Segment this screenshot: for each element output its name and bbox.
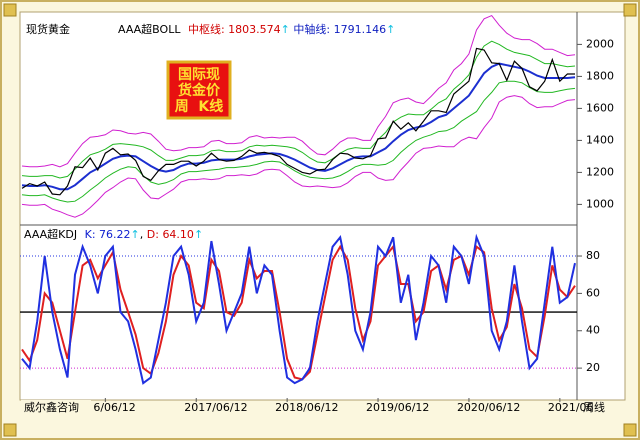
y-tick-label: 40 (586, 324, 600, 337)
badge-line: 周 K线 (175, 98, 224, 115)
x-tick-label: 6/06/12 (93, 401, 135, 414)
y-tick-label: 20 (586, 361, 600, 374)
instrument-label: 现货黄金 (26, 22, 70, 36)
x-tick-label: 2018/06/12 (275, 401, 338, 414)
y-tick-label: 80 (586, 249, 600, 262)
indicator-header: AAA超BOLL 中枢线: 1803.574↑ 中轴线: 1791.146↑ (118, 22, 395, 36)
series-line (21, 47, 575, 196)
indicator: 中枢线: 1803.574 (188, 22, 281, 36)
x-tick-label: 2021/06 (548, 401, 594, 414)
panel-title: AAA超KDJ (24, 227, 77, 241)
series-line (21, 14, 576, 168)
indicator-arrow: ↑ (386, 23, 395, 36)
plot-frame (19, 11, 626, 401)
series-line (21, 80, 576, 203)
indicator: K: 76.22 (85, 228, 131, 241)
x-tick-label: 2019/06/12 (366, 401, 429, 414)
y-tick-label: 1400 (586, 133, 614, 146)
footer-source: 威尔鑫咨询 (24, 400, 79, 414)
x-tick-label: 2020/06/12 (457, 401, 520, 414)
footer-period: 周线 (583, 400, 605, 414)
y-tick-label: 2000 (586, 37, 614, 50)
series-line (21, 40, 576, 179)
panel-title: AAA超BOLL (118, 22, 181, 36)
indicator: 中轴线: 1791.146 (293, 22, 386, 36)
badge-line: 国际现 (178, 67, 220, 83)
indicator: D: 64.10 (147, 228, 194, 241)
y-tick-label: 60 (586, 286, 600, 299)
x-tick-label: 2017/06/12 (184, 401, 247, 414)
footer-bg (21, 400, 91, 416)
indicator-arrow: ↑ (194, 228, 203, 241)
y-tick-label: 1800 (586, 69, 614, 82)
y-tick-label: 1600 (586, 101, 614, 114)
y-tick-label: 1000 (586, 197, 614, 210)
badge: 国际现 货金价 周 K线 (166, 60, 232, 120)
indicator-arrow: ↑ (281, 23, 290, 36)
y-tick-label: 1200 (586, 165, 614, 178)
series-line (21, 95, 576, 218)
series-line (21, 233, 576, 385)
indicator-arrow: ↑ (131, 228, 140, 241)
indicator-header: AAA超KDJ K: 76.22↑, D: 64.10↑ (24, 227, 203, 241)
series-line (21, 62, 576, 191)
badge-line: 货金价 (177, 82, 221, 99)
corner-deco (3, 3, 637, 437)
